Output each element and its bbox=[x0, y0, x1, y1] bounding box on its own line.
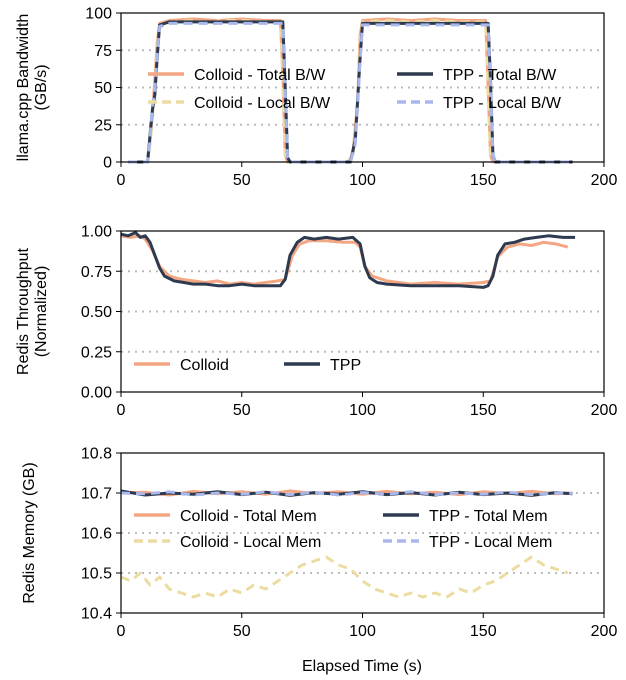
legend-label: TPP - Total Mem bbox=[429, 508, 548, 525]
x-tick-label: 100 bbox=[349, 402, 376, 419]
x-tick-label: 100 bbox=[349, 623, 376, 640]
plot-frame bbox=[120, 452, 605, 614]
legend-label: TPP - Total B/W bbox=[443, 67, 557, 84]
legend-label: Colloid - Local Mem bbox=[180, 534, 321, 551]
legend-label: Colloid - Total Mem bbox=[180, 508, 317, 525]
series-line-2 bbox=[120, 231, 575, 289]
series-line-2 bbox=[128, 19, 573, 164]
x-tick-label: 50 bbox=[233, 402, 251, 419]
y-axis-label: Redis Throughput bbox=[15, 248, 32, 375]
series-line-2 bbox=[120, 555, 569, 599]
x-tick-label: 150 bbox=[470, 402, 497, 419]
series-line-1 bbox=[120, 234, 569, 286]
series-line-4 bbox=[128, 21, 573, 164]
chart-panel-1: 0 50 100 150 200 0 25 50 75 100 llama.cpp Bandwidt… bbox=[15, 6, 617, 190]
x-tick-label: 100 bbox=[349, 172, 376, 189]
y-tick-label: 25 bbox=[94, 117, 112, 134]
x-tick-label: 150 bbox=[470, 623, 497, 640]
x-tick-label: 150 bbox=[470, 172, 497, 189]
x-tick-label: 200 bbox=[591, 623, 618, 640]
y-tick-label: 0 bbox=[103, 155, 112, 172]
y-tick-label: 100 bbox=[85, 6, 112, 23]
series-line-4 bbox=[120, 490, 573, 497]
y-tick-label: 0.75 bbox=[81, 264, 112, 281]
y-tick-label: 10.8 bbox=[81, 446, 112, 463]
legend-label: TPP - Local B/W bbox=[443, 95, 562, 112]
legend-label: Colloid - Local B/W bbox=[194, 95, 331, 112]
x-tick-label: 200 bbox=[591, 402, 618, 419]
series-line-1 bbox=[128, 17, 573, 164]
series-line-3 bbox=[128, 20, 573, 164]
y-tick-label: 50 bbox=[94, 80, 112, 97]
y-axis-label: llama.cpp Bandwidth bbox=[15, 14, 32, 162]
x-tick-label: 0 bbox=[117, 623, 126, 640]
y-tick-label: 0.00 bbox=[81, 385, 112, 402]
chart-panel-3: 0 50 100 150 200 10.4 10.5 10.6 10.7 10.8 Redis Me… bbox=[21, 446, 617, 641]
y-tick-label: 0.25 bbox=[81, 344, 112, 361]
y-axis-label: Redis Memory (GB) bbox=[21, 462, 38, 603]
legend-label: TPP bbox=[330, 357, 361, 374]
x-tick-label: 50 bbox=[233, 172, 251, 189]
y-tick-label: 10.7 bbox=[81, 486, 112, 503]
x-tick-label: 50 bbox=[233, 623, 251, 640]
legend-label: Colloid bbox=[180, 357, 229, 374]
legend-label: Colloid - Total B/W bbox=[194, 67, 326, 84]
chart-panel-2: 0 50 100 150 200 0.00 0.25 0.50 0.75 1.00 Redis Th… bbox=[15, 224, 617, 420]
x-tick-label: 0 bbox=[117, 172, 126, 189]
y-tick-label: 10.4 bbox=[81, 606, 112, 623]
legend-label: TPP - Local Mem bbox=[429, 534, 552, 551]
x-tick-label: 200 bbox=[591, 172, 618, 189]
y-tick-label: 10.6 bbox=[81, 526, 112, 543]
x-tick-label: 0 bbox=[117, 402, 126, 419]
y-tick-label: 10.5 bbox=[81, 566, 112, 583]
x-axis-label: Elapsed Time (s) bbox=[302, 658, 422, 675]
y-axis-label: (Normalized) bbox=[33, 266, 50, 358]
y-tick-label: 1.00 bbox=[81, 224, 112, 241]
y-axis-label: (GB/s) bbox=[33, 64, 50, 110]
y-tick-label: 75 bbox=[94, 43, 112, 60]
y-tick-label: 0.50 bbox=[81, 304, 112, 321]
